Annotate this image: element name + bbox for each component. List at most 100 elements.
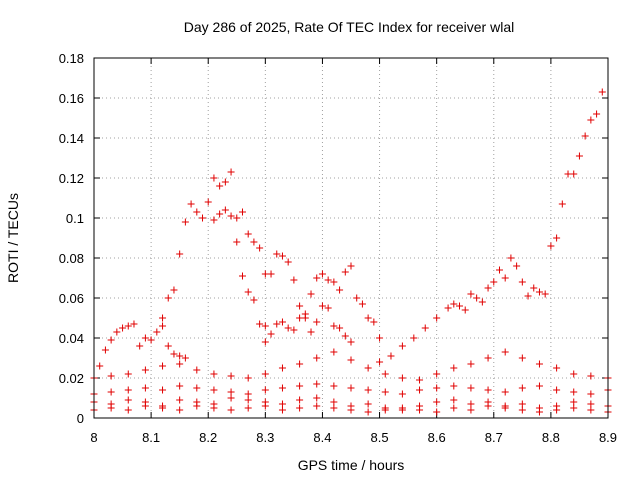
data-point-s8-20 bbox=[433, 398, 441, 406]
data-point-s7-16 bbox=[364, 386, 372, 394]
data-point-s2-21 bbox=[530, 284, 538, 292]
data-point-s2-14 bbox=[490, 278, 498, 286]
data-point-s2-22 bbox=[535, 288, 543, 296]
data-point-s2-6 bbox=[444, 304, 452, 312]
y-tick-label: 0.06 bbox=[59, 291, 84, 306]
data-point-s7-29 bbox=[587, 390, 595, 398]
data-point-s7-17 bbox=[381, 388, 389, 396]
data-point-s8-11 bbox=[278, 400, 286, 408]
data-point-s4-13 bbox=[170, 350, 178, 358]
data-point-s7-27 bbox=[553, 386, 561, 394]
data-point-s6-23 bbox=[484, 354, 492, 362]
data-point-s3-7 bbox=[587, 116, 595, 124]
data-point-s2-12 bbox=[478, 298, 486, 306]
data-point-s5-8 bbox=[307, 328, 315, 336]
data-point-s1-15 bbox=[296, 302, 304, 310]
data-point-s6-5 bbox=[176, 360, 184, 368]
data-point-s9-24 bbox=[501, 404, 509, 412]
data-point-s6-26 bbox=[535, 360, 543, 368]
data-point-s4-8 bbox=[141, 334, 149, 342]
data-point-s9-7 bbox=[210, 404, 218, 412]
data-point-s4-14 bbox=[176, 352, 184, 360]
data-point-s1-22 bbox=[336, 286, 344, 294]
data-point-s3-5 bbox=[575, 152, 583, 160]
x-tick-label: 8 bbox=[90, 430, 97, 445]
data-point-s9-20 bbox=[433, 408, 441, 416]
data-point-s6-1 bbox=[107, 372, 115, 380]
data-point-s1-17 bbox=[307, 290, 315, 298]
data-point-s7-3 bbox=[141, 384, 149, 392]
data-point-s3-2 bbox=[558, 200, 566, 208]
data-point-s5-2 bbox=[273, 320, 281, 328]
x-tick-label: 8.3 bbox=[256, 430, 274, 445]
data-point-s7-8 bbox=[227, 388, 235, 396]
data-point-s8-14 bbox=[330, 398, 338, 406]
data-point-s7-9 bbox=[244, 390, 252, 398]
data-point-s7-25 bbox=[518, 384, 526, 392]
x-tick-label: 8.7 bbox=[485, 430, 503, 445]
data-point-s0-1 bbox=[164, 294, 172, 302]
y-tick-label: 0.08 bbox=[59, 251, 84, 266]
data-point-s3-6 bbox=[581, 132, 589, 140]
data-point-s1-10 bbox=[267, 270, 275, 278]
x-tick-label: 8.6 bbox=[428, 430, 446, 445]
data-point-s9-29 bbox=[587, 406, 595, 414]
data-point-s6-13 bbox=[313, 354, 321, 362]
y-tick-label: 0.12 bbox=[59, 171, 84, 186]
data-point-s1-13 bbox=[284, 258, 292, 266]
data-point-s7-15 bbox=[347, 384, 355, 392]
data-point-s7-12 bbox=[296, 382, 304, 390]
data-point-s1-4 bbox=[233, 214, 241, 222]
data-point-s2-4 bbox=[421, 324, 429, 332]
data-point-s2-3 bbox=[410, 334, 418, 342]
y-tick-label: 0.18 bbox=[59, 51, 84, 66]
data-point-s1-11 bbox=[273, 250, 281, 258]
data-point-s0-11 bbox=[221, 178, 229, 186]
data-point-s8-21 bbox=[450, 396, 458, 404]
data-point-s5-4 bbox=[284, 324, 292, 332]
data-point-s2-13 bbox=[484, 284, 492, 292]
data-point-s9-17 bbox=[381, 406, 389, 414]
data-point-s2-9 bbox=[461, 306, 469, 314]
y-axis-label: ROTI / TECUs bbox=[5, 193, 21, 283]
data-point-s7-7 bbox=[210, 386, 218, 394]
data-point-s0-5 bbox=[187, 200, 195, 208]
data-point-s5-1 bbox=[267, 330, 275, 338]
data-point-s9-22 bbox=[467, 406, 475, 414]
data-point-s7-19 bbox=[416, 386, 424, 394]
data-point-s9-13 bbox=[313, 402, 321, 410]
data-point-s6-24 bbox=[501, 348, 509, 356]
data-point-s7-28 bbox=[570, 388, 578, 396]
data-point-s9-23 bbox=[484, 402, 492, 410]
data-point-s6-27 bbox=[553, 364, 561, 372]
data-point-s5-15 bbox=[347, 338, 355, 346]
data-point-s2-23 bbox=[541, 290, 549, 298]
data-point-s1-8 bbox=[256, 244, 264, 252]
data-point-s6-12 bbox=[296, 360, 304, 368]
data-points bbox=[90, 88, 612, 416]
data-point-s0-18 bbox=[261, 322, 269, 330]
data-point-s6-3 bbox=[141, 366, 149, 374]
data-point-s8-28 bbox=[570, 398, 578, 406]
data-point-s0-4 bbox=[181, 218, 189, 226]
y-tick-label: 0 bbox=[77, 411, 84, 426]
data-point-s5-14 bbox=[341, 332, 349, 340]
data-point-s6-20 bbox=[433, 370, 441, 378]
data-point-s2-20 bbox=[524, 292, 532, 300]
data-point-s1-29 bbox=[376, 334, 384, 342]
data-point-s8-5 bbox=[176, 396, 184, 404]
data-point-s1-25 bbox=[353, 294, 361, 302]
data-point-s2-8 bbox=[456, 302, 464, 310]
x-axis-label: GPS time / hours bbox=[298, 457, 405, 473]
data-point-s7-14 bbox=[330, 382, 338, 390]
data-point-s6-19 bbox=[416, 376, 424, 384]
x-tick-label: 8.8 bbox=[542, 430, 560, 445]
x-tick-label: 8.2 bbox=[199, 430, 217, 445]
data-point-s9-21 bbox=[450, 404, 458, 412]
data-point-s6-11 bbox=[278, 364, 286, 372]
data-point-s4-2 bbox=[107, 336, 115, 344]
y-tick-label: 0.16 bbox=[59, 91, 84, 106]
data-point-s3-9 bbox=[598, 88, 606, 96]
data-point-s7-2 bbox=[124, 386, 132, 394]
